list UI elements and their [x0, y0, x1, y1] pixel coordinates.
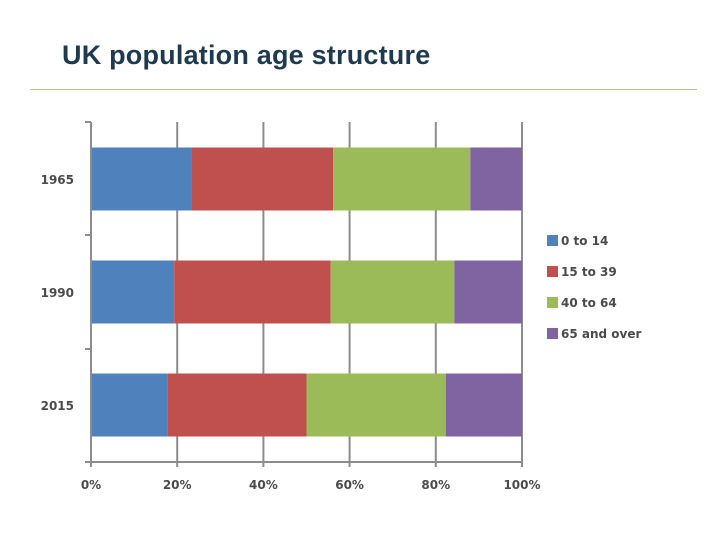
legend-label: 15 to 39	[561, 265, 617, 279]
x-tick-label: 0%	[81, 478, 101, 492]
axes: 0% 20% 40% 60% 80% 100% 1965 1990 2015	[41, 121, 541, 492]
x-tick-label: 60%	[335, 478, 364, 492]
x-tick-label: 40%	[249, 478, 278, 492]
bar-1990-65-and-over	[454, 260, 522, 324]
page-title: UK population age structure	[62, 40, 431, 70]
title-divider	[30, 89, 697, 90]
y-category-label: 1965	[41, 173, 74, 187]
bar-1990-15-to-39	[174, 260, 331, 324]
bar-2015-15-to-39	[167, 373, 307, 437]
bar-1965-65-and-over	[470, 147, 522, 211]
bar-2015-0-to-14	[91, 373, 168, 437]
bars	[91, 147, 522, 437]
x-tick-label: 20%	[163, 478, 192, 492]
bar-1965-15-to-39	[191, 147, 334, 211]
legend: 0 to 14 15 to 39 40 to 64 65 and over	[547, 234, 641, 341]
legend-label: 40 to 64	[561, 296, 617, 310]
y-category-label: 2015	[41, 399, 74, 413]
bar-1990-0-to-14	[91, 260, 175, 324]
y-category-label: 1990	[41, 286, 74, 300]
legend-swatch	[547, 328, 558, 339]
legend-swatch	[547, 266, 558, 277]
legend-label: 65 and over	[561, 327, 641, 341]
bar-1965-0-to-14	[91, 147, 192, 211]
x-tick-label: 100%	[503, 478, 540, 492]
legend-swatch	[547, 235, 558, 246]
x-tick-label: 80%	[421, 478, 450, 492]
bar-2015-65-and-over	[445, 373, 522, 437]
bar-1965-40-to-64	[333, 147, 471, 211]
legend-swatch	[547, 297, 558, 308]
legend-label: 0 to 14	[561, 234, 608, 248]
bar-1990-40-to-64	[330, 260, 455, 324]
bar-2015-40-to-64	[306, 373, 446, 437]
